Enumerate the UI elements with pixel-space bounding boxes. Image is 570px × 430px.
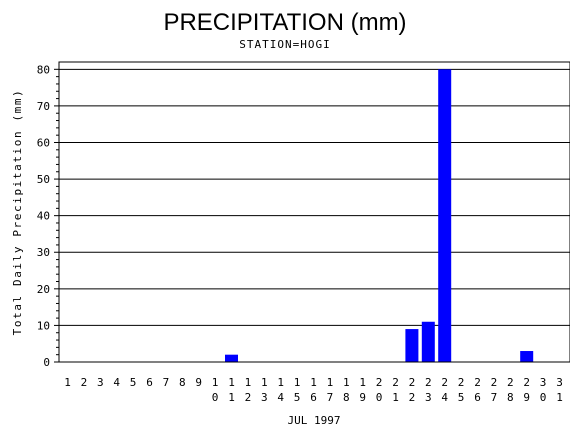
y-tick-label: 80 [37,63,50,76]
bar [225,354,238,362]
grid-lines [59,68,570,326]
plot-frame [58,61,570,363]
x-tick-label: 1 [64,376,71,389]
y-tick-label: 40 [37,210,50,223]
x-tick-label: 8 [179,376,186,389]
bar [405,329,419,362]
y-tick-label: 10 [37,319,50,332]
y-tick-label: 60 [37,136,50,149]
x-tick-label: 3 [97,376,104,389]
x-tick-label: 6 [146,376,153,389]
bar [520,351,534,362]
y-axis-label: Total Daily Precipitation (mm) [11,89,24,336]
x-axis: 1 2 3 4 5 6 7 8 9 1 01 11 21 31 41 51 61 71 81 92 02 12 22 32 42… [64,376,563,404]
x-tick-label: 9 [195,376,202,389]
bar [421,321,435,362]
y-axis: 0 10 20 30 40 50 60 70 80 [37,63,59,369]
y-tick-label: 0 [43,356,50,369]
x-axis-label: JUL 1997 [288,414,341,427]
chart-subtitle: STATION=HOGI [239,38,330,51]
y-tick-label: 50 [37,173,50,186]
x-tick-label: 4 [113,376,120,389]
x-tick-label: 2 [81,376,88,389]
x-tick-label: 5 [130,376,137,389]
y-tick-label: 20 [37,283,50,296]
bars [225,69,534,362]
y-tick-label: 70 [37,100,50,113]
chart-title: PRECIPITATION (mm) [163,9,406,36]
x-tick-label: 7 [163,376,170,389]
bar [438,69,452,362]
y-tick-label: 30 [37,246,50,259]
